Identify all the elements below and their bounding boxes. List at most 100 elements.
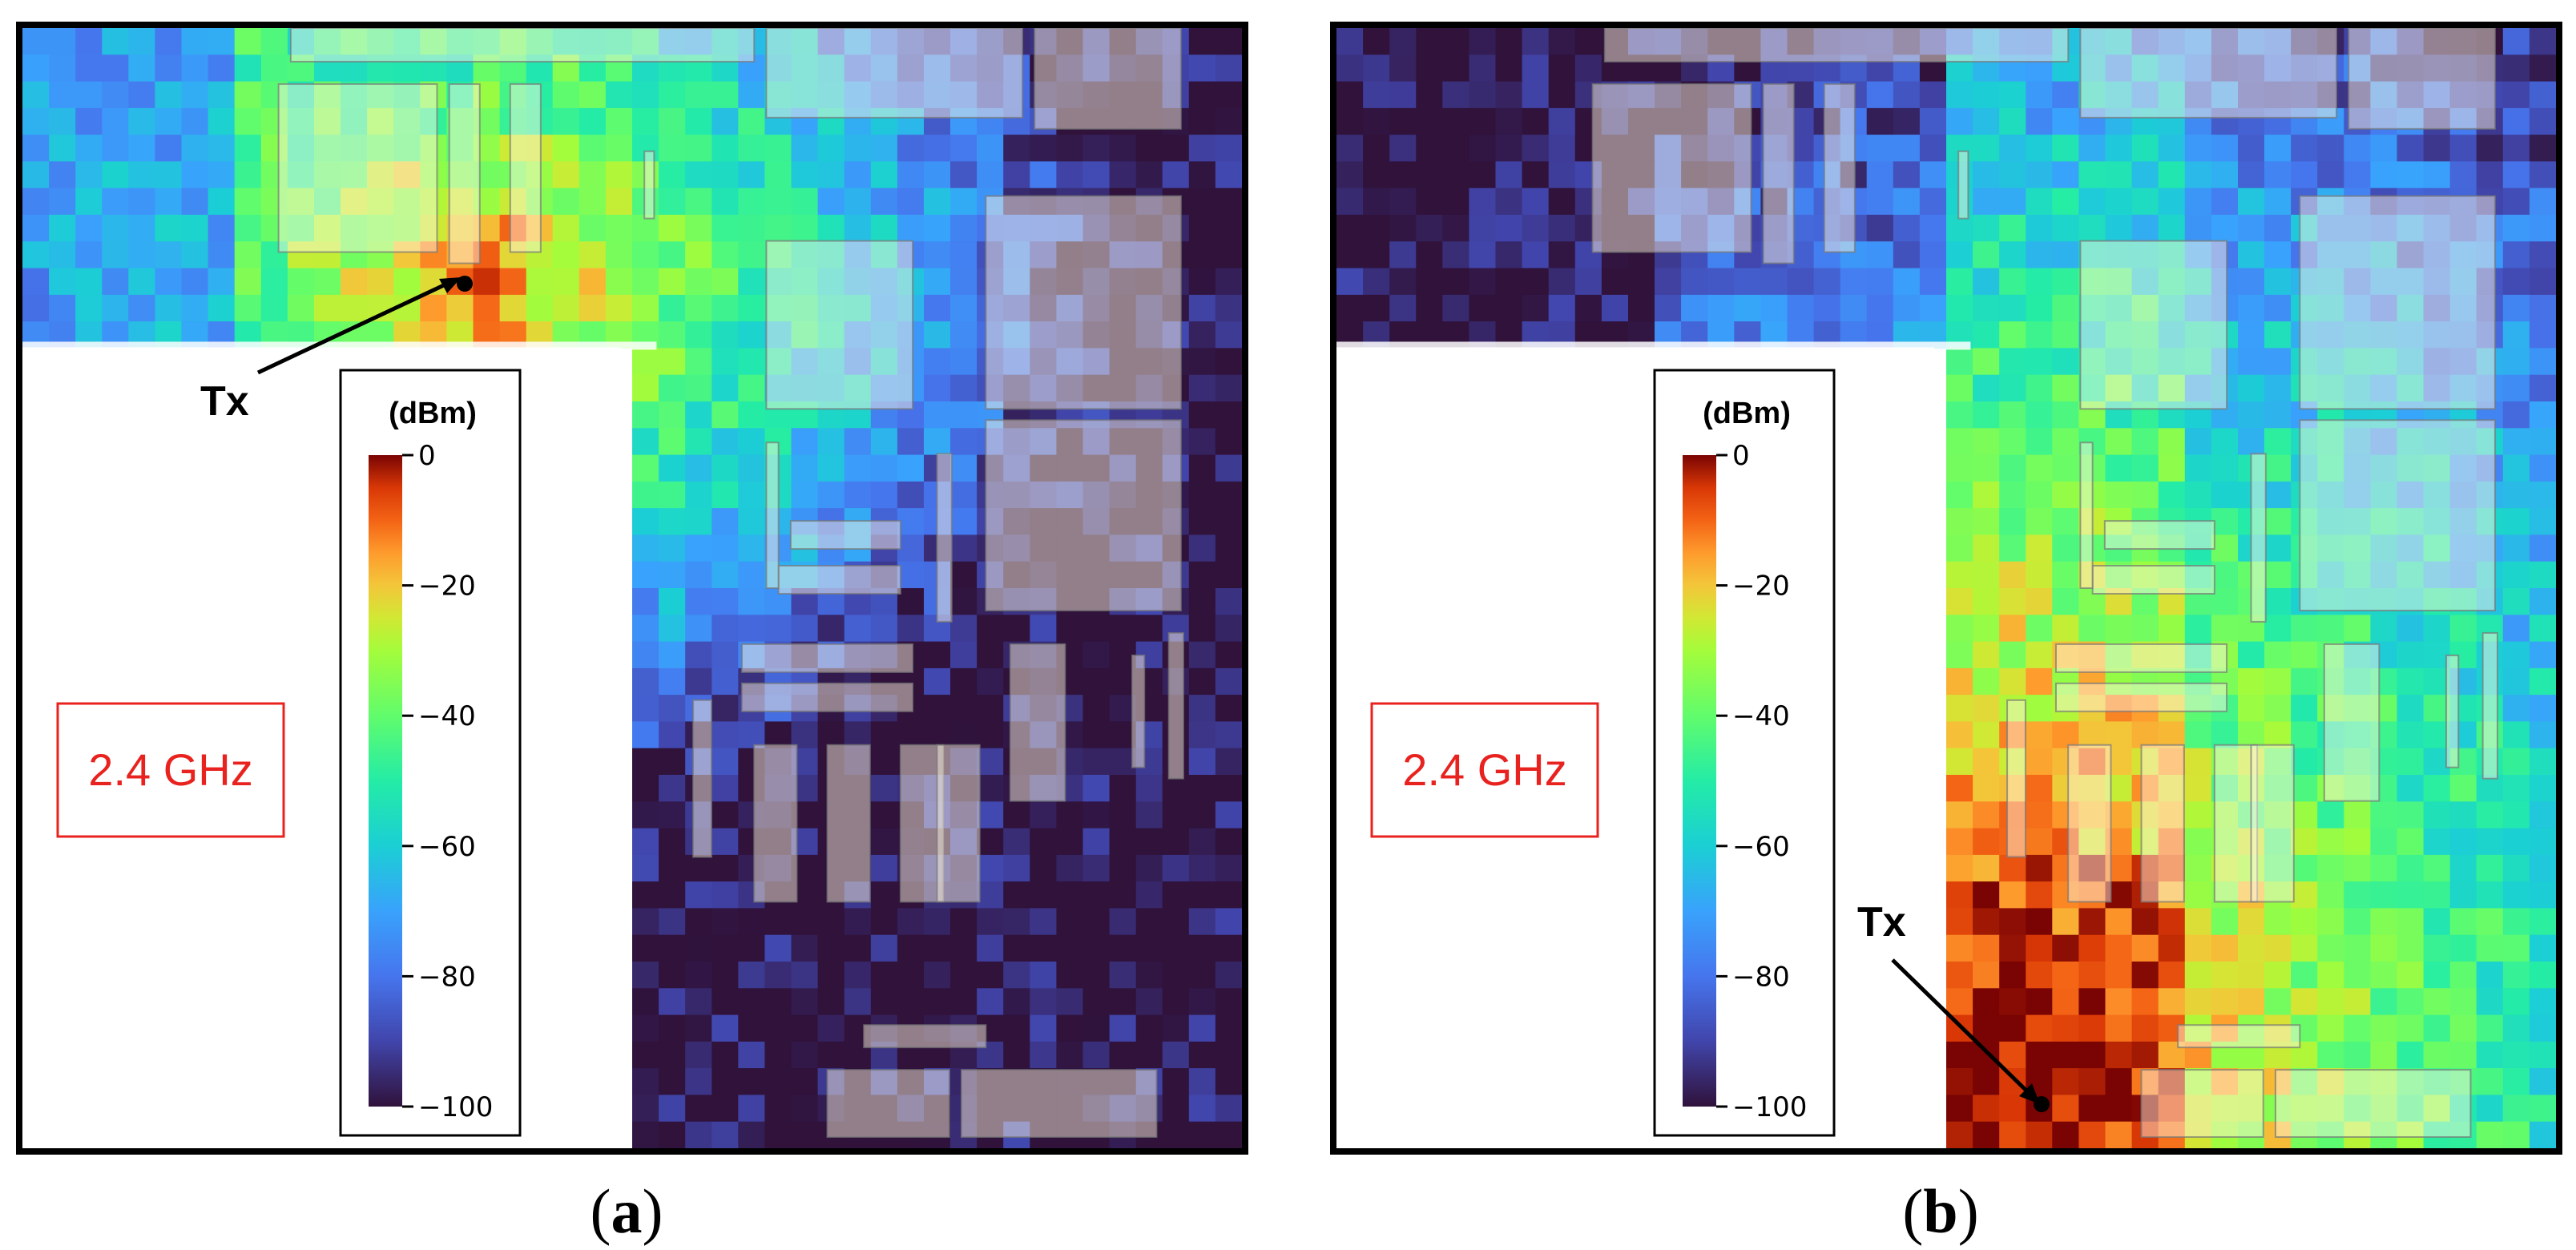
heatmap-cell [2158, 828, 2186, 856]
heatmap-cell [2370, 748, 2398, 776]
heatmap-cell [2529, 667, 2556, 696]
heatmap-cell [2158, 1068, 2186, 1096]
heatmap-cell [314, 107, 341, 135]
heatmap-cell [2476, 241, 2504, 269]
heatmap-cell [659, 401, 686, 429]
heatmap-cell [2449, 215, 2477, 243]
heatmap-cell [1655, 54, 1682, 83]
heatmap-cell [2131, 775, 2159, 803]
heatmap-cell [367, 81, 394, 109]
heatmap-cell [2317, 428, 2345, 456]
heatmap-cell [2317, 801, 2345, 829]
heatmap-cell [2397, 695, 2425, 723]
heatmap-cell [2397, 54, 2425, 83]
heatmap-cell [2078, 28, 2106, 56]
heatmap-cell [738, 321, 766, 349]
heatmap-cell [1082, 615, 1111, 643]
heatmap-cell [2131, 28, 2159, 56]
heatmap-cell [712, 828, 740, 856]
heatmap-cell [1522, 135, 1550, 163]
heatmap-cell [2211, 1068, 2239, 1096]
heatmap-cell [155, 241, 183, 269]
heatmap-cell [791, 1121, 819, 1148]
heatmap-cell [1416, 268, 1444, 296]
heatmap-cell [2264, 428, 2292, 456]
heatmap-cell [2397, 241, 2425, 269]
heatmap-cell [1082, 401, 1111, 429]
heatmap-cell [446, 54, 474, 83]
heatmap-cell [2423, 988, 2451, 1016]
heatmap-cell [712, 667, 740, 696]
heatmap-cell [1056, 508, 1084, 536]
heatmap-cell [791, 508, 819, 536]
heatmap-cell [791, 1068, 819, 1096]
heatmap-cell [260, 135, 288, 163]
heatmap-cell [897, 268, 925, 296]
heatmap-cell [2449, 1041, 2477, 1069]
heatmap-cell [1363, 81, 1390, 109]
heatmap-cell [1082, 135, 1111, 163]
heatmap-cell [1973, 828, 2000, 856]
heatmap-cell [712, 748, 740, 776]
heatmap-cell [2476, 695, 2504, 723]
heatmap-cell [764, 107, 792, 135]
heatmap-cell [1056, 401, 1084, 429]
heatmap-cell [2291, 481, 2318, 509]
heatmap-cell [1787, 54, 1815, 83]
heatmap-cell [1548, 188, 1576, 216]
heatmap-cell [578, 294, 607, 322]
heatmap-cell [2078, 348, 2106, 376]
heatmap-cell [2370, 881, 2398, 909]
heatmap-cell [950, 188, 978, 216]
heatmap-cell [2317, 854, 2345, 882]
heatmap-cell [1495, 188, 1523, 216]
heatmap-cell [685, 934, 713, 962]
heatmap-cell [75, 215, 103, 243]
heatmap-cell [1003, 28, 1031, 56]
heatmap-cell [2502, 1014, 2530, 1042]
tx-marker-a [457, 276, 473, 292]
heatmap-cell [1973, 135, 2000, 163]
heatmap-cell [2184, 508, 2212, 536]
heatmap-cell [712, 215, 740, 243]
heatmap-cell [1109, 988, 1137, 1016]
heatmap-cell [2264, 962, 2292, 990]
heatmap-cell [526, 188, 554, 216]
heatmap-cell [1082, 241, 1111, 269]
floorplan-object [2250, 453, 2267, 623]
heatmap-cell [2026, 81, 2054, 109]
heatmap-cell [1056, 1014, 1084, 1042]
heatmap-cell [2476, 508, 2504, 536]
heatmap-cell [1760, 135, 1788, 163]
heatmap-cell [870, 908, 898, 936]
heatmap-cell [1135, 161, 1163, 189]
heatmap-cell [1109, 1095, 1137, 1123]
heatmap-cell [1734, 215, 1762, 243]
heatmap-cell [977, 28, 1004, 56]
heatmap-cell [1628, 54, 1655, 83]
heatmap-cell [1866, 28, 1894, 56]
heatmap-cell [2344, 695, 2372, 723]
heatmap-cell [1188, 161, 1216, 189]
floorplan-object [2079, 28, 2338, 119]
heatmap-cell [977, 1041, 1004, 1069]
heatmap-cell [1787, 268, 1815, 296]
heatmap-cell [2052, 1095, 2080, 1123]
heatmap-cell [1946, 374, 1973, 402]
heatmap-cell [2529, 908, 2556, 936]
heatmap-cell [1030, 801, 1058, 829]
heatmap-cell [897, 348, 925, 376]
heatmap-cell [632, 454, 659, 482]
heatmap-cell [2052, 908, 2080, 936]
heatmap-cell [1135, 374, 1163, 402]
heatmap-cell [950, 241, 978, 269]
heatmap-cell [685, 988, 713, 1016]
heatmap-cell [738, 1041, 766, 1069]
heatmap-cell [181, 215, 209, 243]
heatmap-cell [2370, 934, 2398, 962]
heatmap-cell [2238, 268, 2265, 296]
heatmap-cell [817, 1014, 845, 1042]
heatmap-cell [1188, 268, 1216, 296]
heatmap-cell [1030, 348, 1058, 376]
heatmap-cell [2158, 215, 2186, 243]
